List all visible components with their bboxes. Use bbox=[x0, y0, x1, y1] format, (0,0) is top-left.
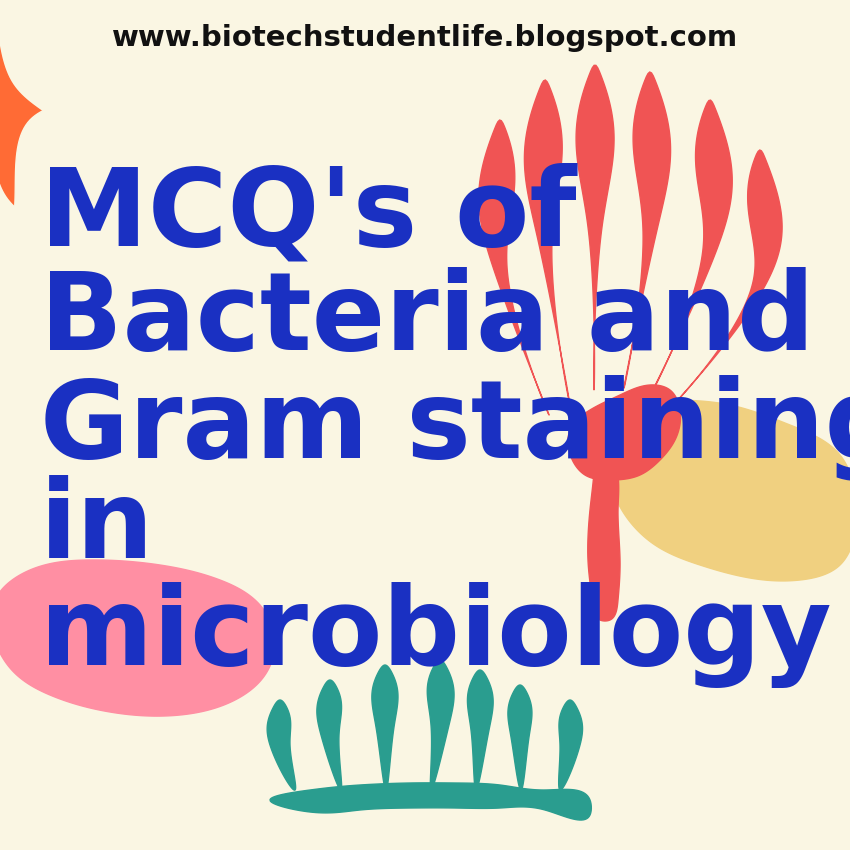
Polygon shape bbox=[479, 120, 549, 415]
Polygon shape bbox=[14, 95, 411, 375]
Text: Gram staining: Gram staining bbox=[40, 375, 850, 481]
Polygon shape bbox=[649, 100, 732, 398]
Polygon shape bbox=[576, 65, 614, 390]
Polygon shape bbox=[568, 385, 681, 480]
Polygon shape bbox=[428, 660, 454, 790]
Text: in: in bbox=[40, 475, 155, 581]
Polygon shape bbox=[270, 783, 592, 820]
Polygon shape bbox=[664, 150, 782, 415]
Polygon shape bbox=[606, 400, 850, 581]
Text: MCQ's of: MCQ's of bbox=[40, 162, 576, 268]
Polygon shape bbox=[588, 430, 620, 621]
Text: Bacteria and: Bacteria and bbox=[40, 267, 815, 373]
Polygon shape bbox=[524, 80, 569, 400]
Text: www.biotechstudentlife.blogspot.com: www.biotechstudentlife.blogspot.com bbox=[112, 24, 738, 52]
Polygon shape bbox=[267, 700, 296, 790]
Polygon shape bbox=[0, 560, 275, 716]
Polygon shape bbox=[317, 680, 342, 790]
Polygon shape bbox=[624, 72, 671, 388]
Polygon shape bbox=[0, 0, 331, 231]
Polygon shape bbox=[371, 665, 398, 790]
Polygon shape bbox=[558, 700, 582, 790]
Polygon shape bbox=[508, 685, 532, 790]
Text: microbiology: microbiology bbox=[40, 582, 831, 688]
Polygon shape bbox=[468, 670, 493, 790]
